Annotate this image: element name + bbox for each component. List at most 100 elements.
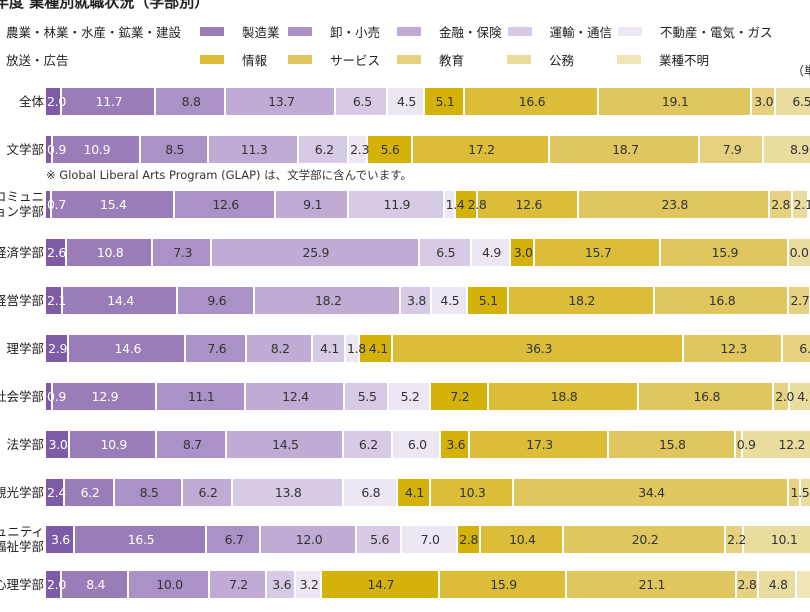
bar-segment (175, 191, 277, 218)
bar-segment (367, 136, 413, 163)
segment-value-label: 5.6 (380, 142, 400, 157)
bar-segment (114, 479, 184, 506)
bar-row: 2.114.49.618.23.84.55.118.216.82.72 (46, 287, 810, 314)
bar-row: 2.46.28.56.213.86.84.110.334.41.53 (46, 479, 810, 506)
bar-segment (774, 383, 791, 410)
bar-segment (357, 526, 403, 553)
bar-segment (209, 571, 268, 598)
segment-value-label: 17.2 (468, 142, 495, 157)
segment-value-label: 4.5 (397, 94, 416, 109)
segment-value-label: 11.9 (383, 197, 411, 212)
segment-value-label: 3.6 (50, 532, 70, 547)
bar-segment (797, 571, 810, 598)
bar-segment (74, 526, 208, 553)
page-title: 年度 業種別就職状況（学部別） (0, 0, 210, 11)
bar-segment (775, 88, 810, 115)
bar-segment (431, 287, 468, 314)
segment-value-label: 1.4 (445, 197, 465, 212)
bar-segment (398, 479, 431, 506)
bar-segment (46, 335, 70, 362)
legend-swatch (288, 27, 312, 36)
segment-value-label: 4.1 (405, 485, 424, 500)
bar-segment (639, 383, 775, 410)
segment-value-label: 6.5 (436, 245, 456, 260)
segment-value-label: 6.7 (224, 532, 244, 547)
segment-value-label: 8.4 (86, 577, 106, 592)
segment-value-label: 2.1 (47, 293, 66, 308)
bar-segment (439, 571, 568, 598)
segment-value-label: 18.7 (612, 142, 639, 157)
segment-value-label: 8.2 (270, 341, 290, 356)
segment-value-label: 12.9 (91, 389, 119, 404)
bar-segment (46, 239, 67, 266)
segment-value-label: 7.6 (207, 341, 227, 356)
segment-value-label: 8.8 (181, 94, 201, 109)
bar-segment (66, 239, 154, 266)
row-label: 文学部 (6, 142, 44, 157)
bar-row: 2.08.410.07.23.63.214.715.921.12.84.86 (46, 571, 810, 598)
segment-value-label: 17.3 (526, 437, 553, 452)
bar-segment (770, 191, 793, 218)
legend-label: 放送・広告 (6, 53, 69, 68)
segment-value-label: 4.5 (440, 293, 460, 308)
segment-value-label: 2.4 (47, 485, 66, 500)
segment-value-label: 21.1 (638, 577, 666, 592)
bar-segment (62, 571, 130, 598)
segment-value-label: 10.8 (96, 245, 124, 260)
legend-item: 製造業 (200, 22, 280, 41)
segment-value-label: 2.7 (790, 293, 810, 308)
segment-value-label: 8.5 (165, 142, 185, 157)
legend-swatch (507, 27, 532, 36)
legend: 農業・林業・水産・鉱業・建設 製造業 卸・小売 金融・保険 運輸・通信 不動産・電気・ガス… (0, 0, 810, 80)
segment-value-label: 3.6 (272, 577, 292, 592)
bar-segment (207, 526, 261, 553)
segment-value-label: 6.2 (358, 437, 378, 452)
bar-segment (419, 239, 472, 266)
segment-value-label: 6.4 (799, 341, 810, 356)
bar-row: 0.7 15.4 12.6 9.1 11.9 1.4 2.8 12.6 23.8 2.8 2.1 (46, 191, 810, 218)
segment-value-label: 11.1 (187, 389, 215, 404)
bar-segment (511, 239, 536, 266)
bar-segment (389, 383, 431, 410)
bar-segment (343, 431, 394, 458)
bar-segment (46, 287, 63, 314)
segment-value-label: 4.8 (768, 577, 788, 592)
bar-segment (46, 88, 63, 115)
bar-segment (598, 88, 752, 115)
segment-value-label: 12.6 (515, 197, 543, 212)
bar-segment (567, 571, 737, 598)
segment-value-label: 14.5 (272, 437, 299, 452)
segment-value-label: 2.9 (48, 341, 68, 356)
legend-item: 放送・広告 (6, 50, 69, 69)
bar-segment (157, 431, 228, 458)
bar-segment (186, 335, 248, 362)
legend-item: 農業・林業・水産・鉱業・建設 (6, 22, 181, 41)
bar-segment (402, 526, 459, 553)
segment-value-label: 5.6 (370, 532, 390, 547)
legend-label: サービス (330, 53, 381, 68)
bar-segment (227, 431, 344, 458)
segment-value-label: 15.9 (711, 245, 739, 260)
legend-swatch (200, 55, 224, 64)
bar-segment (46, 479, 66, 506)
bar-segment (743, 526, 810, 553)
bar-segment (444, 191, 456, 218)
bar-segment (267, 571, 297, 598)
bar-segment (208, 136, 300, 163)
legend-label: 運輸・通信 (549, 25, 613, 40)
bar-segment (296, 571, 322, 598)
bar-segment (321, 571, 440, 598)
segment-value-label: 4.1 (368, 341, 388, 356)
bar-segment (801, 479, 810, 506)
legend-item: 卸・小売 (288, 22, 380, 41)
segment-value-label: 3.0 (513, 245, 533, 260)
segment-value-label: 8.9 (789, 142, 809, 157)
segment-value-label: 3.8 (407, 293, 427, 308)
legend-swatch (617, 55, 641, 64)
legend-label: 情報 (242, 53, 268, 68)
legend-label: 卸・小売 (330, 25, 381, 40)
bar-segment (430, 383, 489, 410)
bar-segment (53, 383, 157, 410)
segment-value-label: 0.9 (47, 389, 66, 404)
row-label: 経営学部 (0, 293, 44, 308)
